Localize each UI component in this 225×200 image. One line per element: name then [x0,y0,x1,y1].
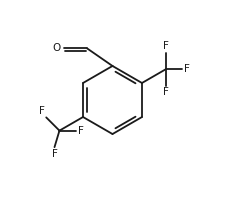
Text: F: F [78,126,83,136]
Text: F: F [163,87,169,97]
Text: F: F [39,106,45,116]
Text: F: F [52,149,57,159]
Text: O: O [53,43,61,53]
Text: F: F [184,64,189,74]
Text: F: F [163,41,169,51]
